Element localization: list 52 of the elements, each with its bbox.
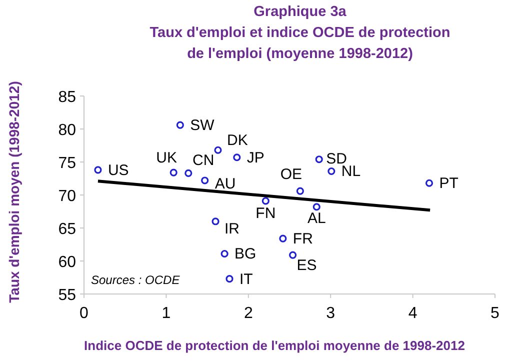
series-label: DK: [226, 132, 248, 150]
series-label: AL: [307, 210, 326, 227]
y-tick-label: 55: [58, 287, 76, 304]
chart-title: Graphique 3a Taux d'emploi et indice OCDE de protection de l'emploi (moyenne 1998-2012): [150, 4, 450, 62]
x-tick-label: 0: [80, 305, 89, 322]
x-tick-label: 1: [162, 305, 171, 322]
series-label: PT: [439, 175, 458, 192]
point: [262, 197, 270, 205]
series-label: US: [108, 162, 129, 179]
y-tick-label: 60: [58, 254, 76, 271]
point: [328, 167, 336, 176]
x-tick-label: 2: [244, 305, 253, 322]
point: [233, 154, 241, 162]
y-tick-label: 65: [58, 221, 76, 238]
point: [220, 250, 228, 258]
series-label: AU: [214, 175, 236, 192]
point: [315, 156, 323, 164]
series-label: SW: [190, 117, 216, 134]
x-axis-title: Indice OCDE de protection de l'emploi moyenne de 1998-2012: [84, 338, 465, 353]
point: [279, 234, 287, 242]
series-label: OE: [280, 166, 302, 184]
series-label: IR: [224, 220, 240, 238]
series-label: CN: [192, 152, 214, 170]
y-tick-label: 75: [58, 155, 76, 172]
point: [289, 251, 297, 259]
series-label: NL: [341, 163, 361, 180]
point: [296, 187, 304, 195]
x-tick-label: 5: [490, 305, 500, 322]
series-label: BG: [234, 246, 256, 263]
series-label: FN: [256, 204, 276, 222]
point: [425, 179, 434, 187]
x-tick-label: 3: [326, 305, 336, 322]
y-tick-label: 70: [58, 188, 76, 205]
series-label: UK: [156, 150, 178, 167]
y-axis-title: Taux d'emploi moyen (1998-2012): [6, 81, 22, 303]
series-label: ES: [296, 257, 317, 274]
x-tick-label: 4: [408, 305, 418, 322]
point: [226, 275, 234, 283]
y-tick-label: 85: [58, 89, 76, 106]
point: [184, 169, 192, 177]
point: [94, 166, 102, 174]
point: [176, 121, 184, 129]
annotation: Sources : OCDE: [91, 273, 181, 287]
y-tick-label: 80: [58, 122, 76, 139]
point: [201, 176, 209, 184]
series-label: IT: [239, 270, 253, 288]
point: [212, 218, 220, 226]
series-label: JP: [246, 149, 264, 166]
series-label: FR: [292, 230, 314, 248]
point: [214, 146, 222, 154]
point: [170, 168, 178, 176]
point: [312, 203, 320, 211]
